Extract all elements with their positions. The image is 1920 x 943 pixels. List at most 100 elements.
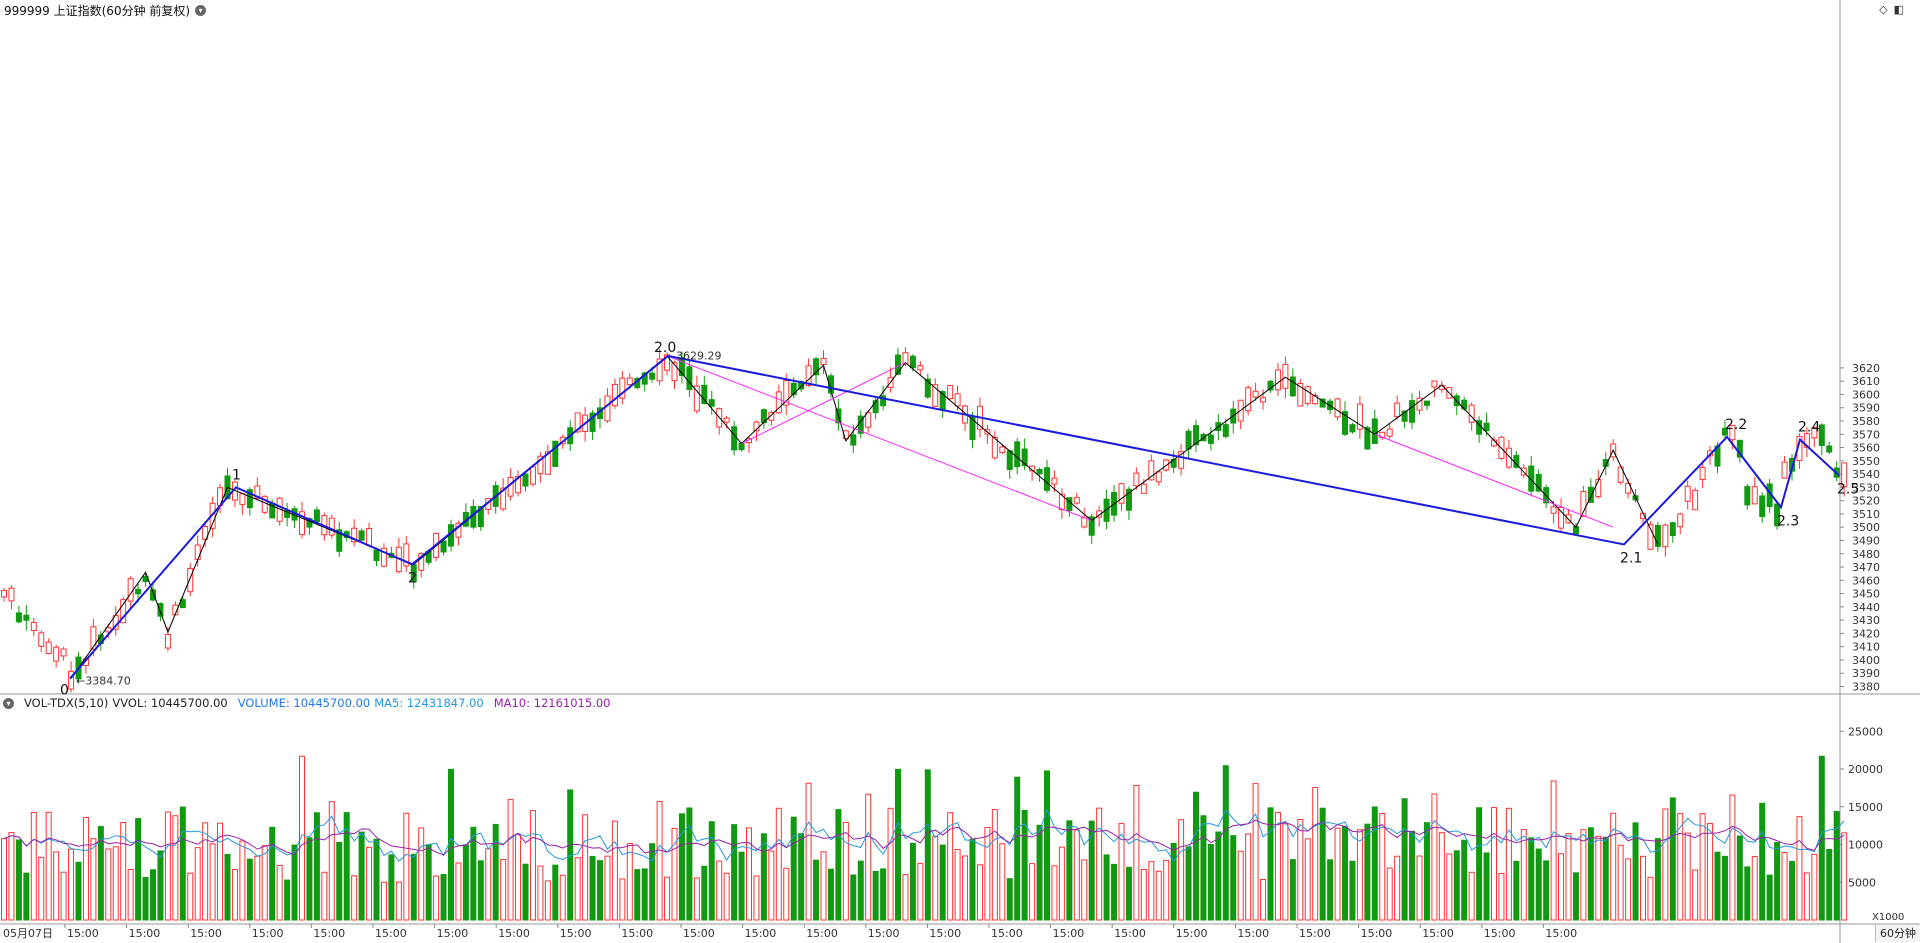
price-tick-label: 3620: [1852, 362, 1880, 375]
diamond-icon[interactable]: ◇: [1879, 3, 1888, 16]
volume-bar: [1632, 822, 1639, 921]
volume-bar: [723, 872, 730, 921]
volume-bar: [559, 874, 566, 921]
volume-bar: [1476, 807, 1483, 921]
time-tick-label: 15:00: [683, 927, 715, 940]
price-tick-label: 3390: [1852, 667, 1880, 680]
volume-bar: [1714, 851, 1721, 921]
candle-body: [239, 493, 246, 505]
volume-bar: [1155, 870, 1162, 921]
volume-bar: [1185, 846, 1192, 921]
volume-bar: [544, 880, 551, 921]
volume-bar: [75, 861, 82, 921]
volume-bar: [1364, 823, 1371, 921]
window-toggle-icon[interactable]: ◧: [1893, 3, 1904, 16]
volume-bar: [187, 872, 194, 921]
volume-bar: [433, 875, 440, 921]
volume-bar: [254, 855, 261, 921]
price-tick-label: 3530: [1852, 481, 1880, 494]
volume-bar: [53, 851, 60, 921]
ma10-value: MA10: 12161015.00: [493, 696, 611, 710]
wave-label: 0: [60, 683, 69, 699]
candle-body: [60, 648, 67, 657]
candle-body: [1505, 447, 1512, 468]
candle-body: [358, 530, 365, 541]
top-right-toolbar: ◇ ◧: [1879, 3, 1904, 16]
volume-bar: [1602, 836, 1609, 921]
candle-body: [932, 384, 939, 407]
volume-bar: [716, 860, 723, 921]
volume-bar: [1230, 835, 1237, 921]
volume-value: VOLUME: 10445700.00: [237, 696, 371, 710]
candle-body: [604, 395, 611, 422]
candle-body: [127, 578, 134, 602]
candle-body: [544, 451, 551, 475]
volume-bar: [299, 755, 305, 921]
volume-bar: [1625, 858, 1632, 921]
candle-body: [1811, 427, 1818, 439]
volume-bar: [1543, 860, 1550, 921]
time-tick-label: 15:00: [437, 927, 469, 940]
volume-bar: [1319, 807, 1326, 921]
volume-bar: [1841, 832, 1848, 921]
volume-bar: [448, 768, 454, 921]
ma5-line: [3, 808, 1845, 863]
wave-line: [69, 354, 1840, 680]
time-tick-label: 15:00: [375, 927, 407, 940]
candle-body: [328, 517, 335, 536]
volume-bar: [1669, 797, 1676, 921]
volume-bar: [1066, 820, 1073, 921]
price-tick-label: 3480: [1852, 548, 1880, 561]
candle-body: [783, 380, 790, 406]
candle-body: [90, 626, 97, 650]
volume-bar: [60, 871, 67, 921]
volume-bar: [1386, 867, 1393, 921]
candle-body: [1751, 486, 1758, 505]
volume-bar: [1193, 791, 1199, 921]
candle-body: [1684, 485, 1691, 502]
candle-body: [1364, 427, 1371, 450]
candle-body: [954, 393, 961, 407]
volume-bar: [1245, 833, 1252, 921]
volume-bar: [850, 874, 857, 921]
candle-body: [574, 412, 581, 433]
volume-bar: [15, 839, 22, 921]
volume-bar: [1446, 853, 1453, 921]
candle-body: [664, 354, 671, 371]
time-tick-label: 15:00: [1299, 927, 1331, 940]
candle-body: [1312, 395, 1319, 405]
volume-bar: [902, 874, 909, 921]
volume-bar: [1677, 813, 1684, 921]
volume-bar: [820, 851, 827, 921]
volume-bar: [1096, 807, 1103, 921]
price-tick-label: 3510: [1852, 508, 1880, 521]
volume-bar: [664, 876, 671, 921]
chevron-down-icon[interactable]: ▾: [3, 697, 14, 709]
chevron-down-icon[interactable]: ▾: [195, 4, 207, 16]
candle-body: [1334, 398, 1341, 418]
candle-body: [15, 612, 22, 623]
candle-body: [1431, 380, 1438, 388]
candle-body: [351, 527, 358, 543]
volume-bar: [1721, 855, 1728, 921]
candle-body: [1774, 503, 1781, 527]
volume-bar: [1751, 856, 1758, 921]
volume-bar: [358, 831, 365, 921]
time-tick-label: 15:00: [991, 927, 1023, 940]
period-tab[interactable]: 60分钟: [1875, 925, 1920, 942]
volume-bar: [813, 859, 820, 921]
wave-label: 2.1: [1620, 550, 1642, 566]
wave-label: 2.5: [1837, 481, 1859, 497]
candle-body: [299, 511, 305, 536]
volume-bar: [1051, 865, 1058, 921]
volume-bar: [522, 863, 529, 921]
candle-body: [246, 489, 253, 509]
price-tick-label: 3500: [1852, 521, 1880, 534]
candle-body: [1081, 517, 1088, 528]
volume-bar: [1468, 871, 1475, 921]
volume-bar: [1118, 823, 1125, 921]
volume-bar: [1170, 842, 1177, 921]
candle-body: [850, 434, 857, 446]
candle-body: [1416, 397, 1423, 411]
